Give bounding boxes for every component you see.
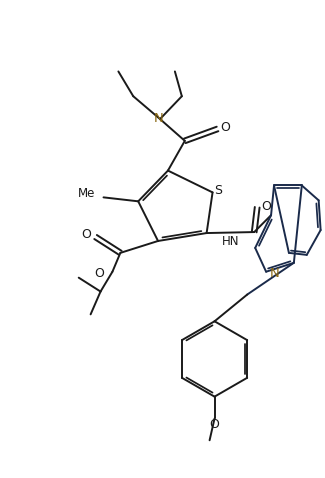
Text: O: O (210, 418, 219, 431)
Text: O: O (82, 228, 92, 240)
Text: Me: Me (78, 187, 96, 200)
Text: N: N (154, 111, 164, 125)
Text: O: O (221, 121, 230, 134)
Text: S: S (214, 184, 223, 197)
Text: HN: HN (222, 236, 239, 249)
Text: O: O (261, 200, 271, 213)
Text: O: O (95, 267, 105, 280)
Text: N: N (270, 267, 280, 280)
